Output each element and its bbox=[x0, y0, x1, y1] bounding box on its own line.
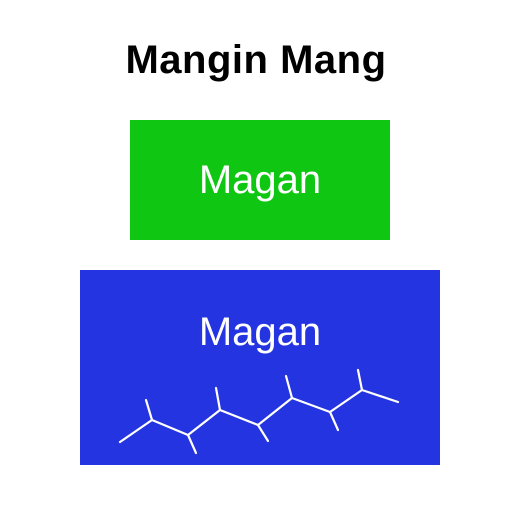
top-box: Magan bbox=[130, 120, 390, 240]
top-box-label: Magan bbox=[199, 158, 321, 203]
page-title: Mangin Mang bbox=[0, 38, 512, 83]
bottom-box-label: Magan bbox=[80, 310, 440, 355]
bottom-box: Magan bbox=[80, 270, 440, 465]
molecule-icon bbox=[80, 270, 440, 465]
